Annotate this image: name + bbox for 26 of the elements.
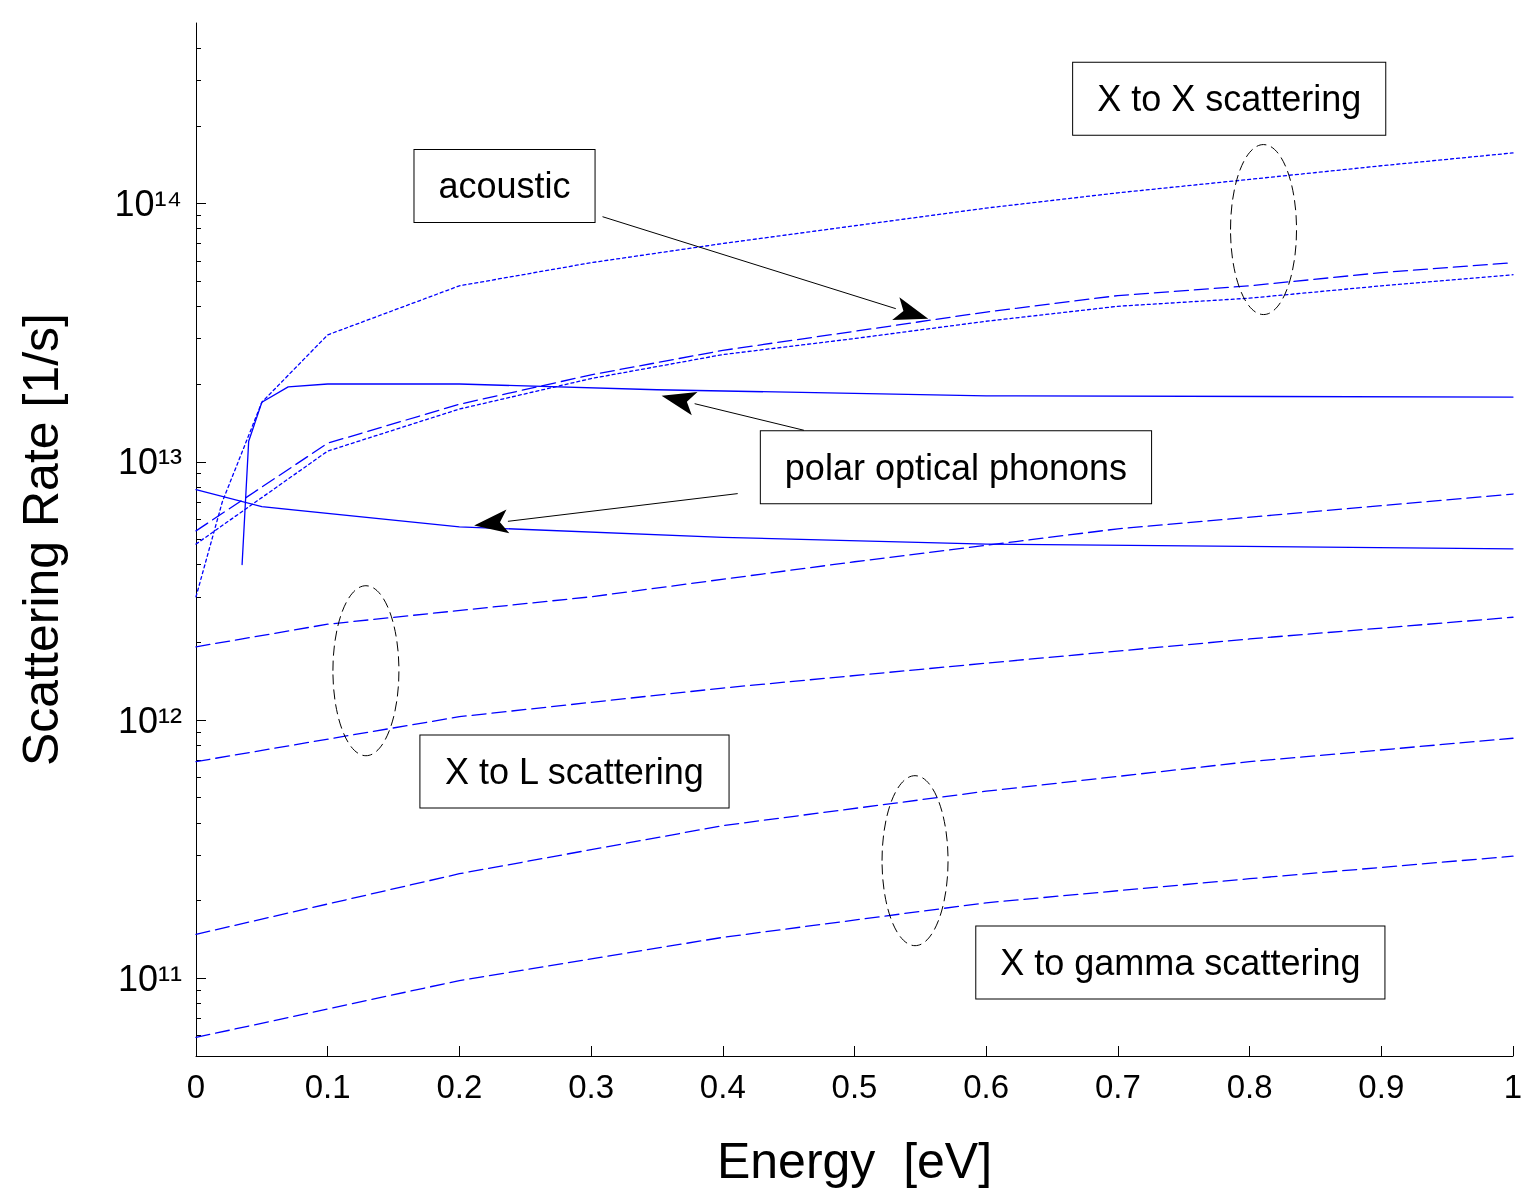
x-tick-label: 1 xyxy=(1503,1068,1523,1105)
y-tick-label: 10¹⁴ xyxy=(114,183,182,225)
y-axis-title: Scattering Rate [1/s] xyxy=(13,312,69,767)
annotation: polar optical phonons xyxy=(784,446,1128,488)
line-series xyxy=(195,152,1514,598)
y-tick-label: 10¹¹ xyxy=(117,957,182,999)
x-tick-label: 0.8 xyxy=(1226,1068,1273,1105)
line-series xyxy=(195,493,1514,648)
annotation: X to L scattering xyxy=(445,750,704,792)
annotation: X to gamma scattering xyxy=(1000,941,1361,983)
annotation: acoustic xyxy=(438,165,571,207)
x-tick-label: 0.1 xyxy=(304,1068,351,1105)
x-tick-label: 0.7 xyxy=(1094,1068,1141,1105)
x-axis-title: Energy [eV] xyxy=(716,1133,993,1189)
x-tick-label: 0.4 xyxy=(699,1068,746,1105)
x-tick-label: 0 xyxy=(186,1068,206,1105)
x-tick-label: 0.9 xyxy=(1358,1068,1405,1105)
line-series xyxy=(195,737,1514,935)
annotation: X to X scattering xyxy=(1097,78,1362,120)
y-tick-label: 10¹³ xyxy=(117,441,182,483)
x-tick-label: 0.6 xyxy=(963,1068,1010,1105)
line-series xyxy=(195,855,1514,1039)
x-tick-label: 0.3 xyxy=(568,1068,615,1105)
x-tick-label: 0.5 xyxy=(831,1068,878,1105)
y-tick-label: 10¹² xyxy=(117,699,182,741)
x-tick-label: 0.2 xyxy=(436,1068,483,1105)
